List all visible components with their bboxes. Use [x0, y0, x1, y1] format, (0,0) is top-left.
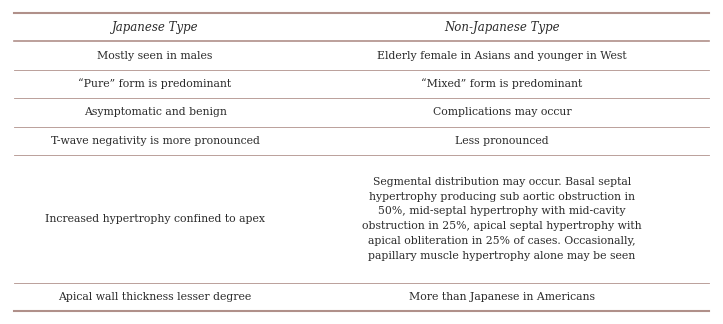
Text: Segmental distribution may occur. Basal septal
hypertrophy producing sub aortic : Segmental distribution may occur. Basal … [362, 177, 642, 261]
Text: Elderly female in Asians and younger in West: Elderly female in Asians and younger in … [377, 51, 627, 61]
Text: “Pure” form is predominant: “Pure” form is predominant [79, 78, 231, 89]
Text: Less pronounced: Less pronounced [455, 136, 549, 146]
Text: More than Japanese in Americans: More than Japanese in Americans [409, 292, 595, 302]
Text: Asymptomatic and benign: Asymptomatic and benign [84, 107, 226, 117]
Text: Japanese Type: Japanese Type [111, 21, 198, 34]
Text: Increased hypertrophy confined to apex: Increased hypertrophy confined to apex [45, 214, 265, 224]
Text: Apical wall thickness lesser degree: Apical wall thickness lesser degree [59, 292, 252, 302]
Text: Complications may occur: Complications may occur [433, 107, 571, 117]
Text: Mostly seen in males: Mostly seen in males [98, 51, 213, 61]
Text: Non-Japanese Type: Non-Japanese Type [444, 21, 560, 34]
Text: T-wave negativity is more pronounced: T-wave negativity is more pronounced [51, 136, 260, 146]
Text: “Mixed” form is predominant: “Mixed” form is predominant [422, 78, 583, 89]
